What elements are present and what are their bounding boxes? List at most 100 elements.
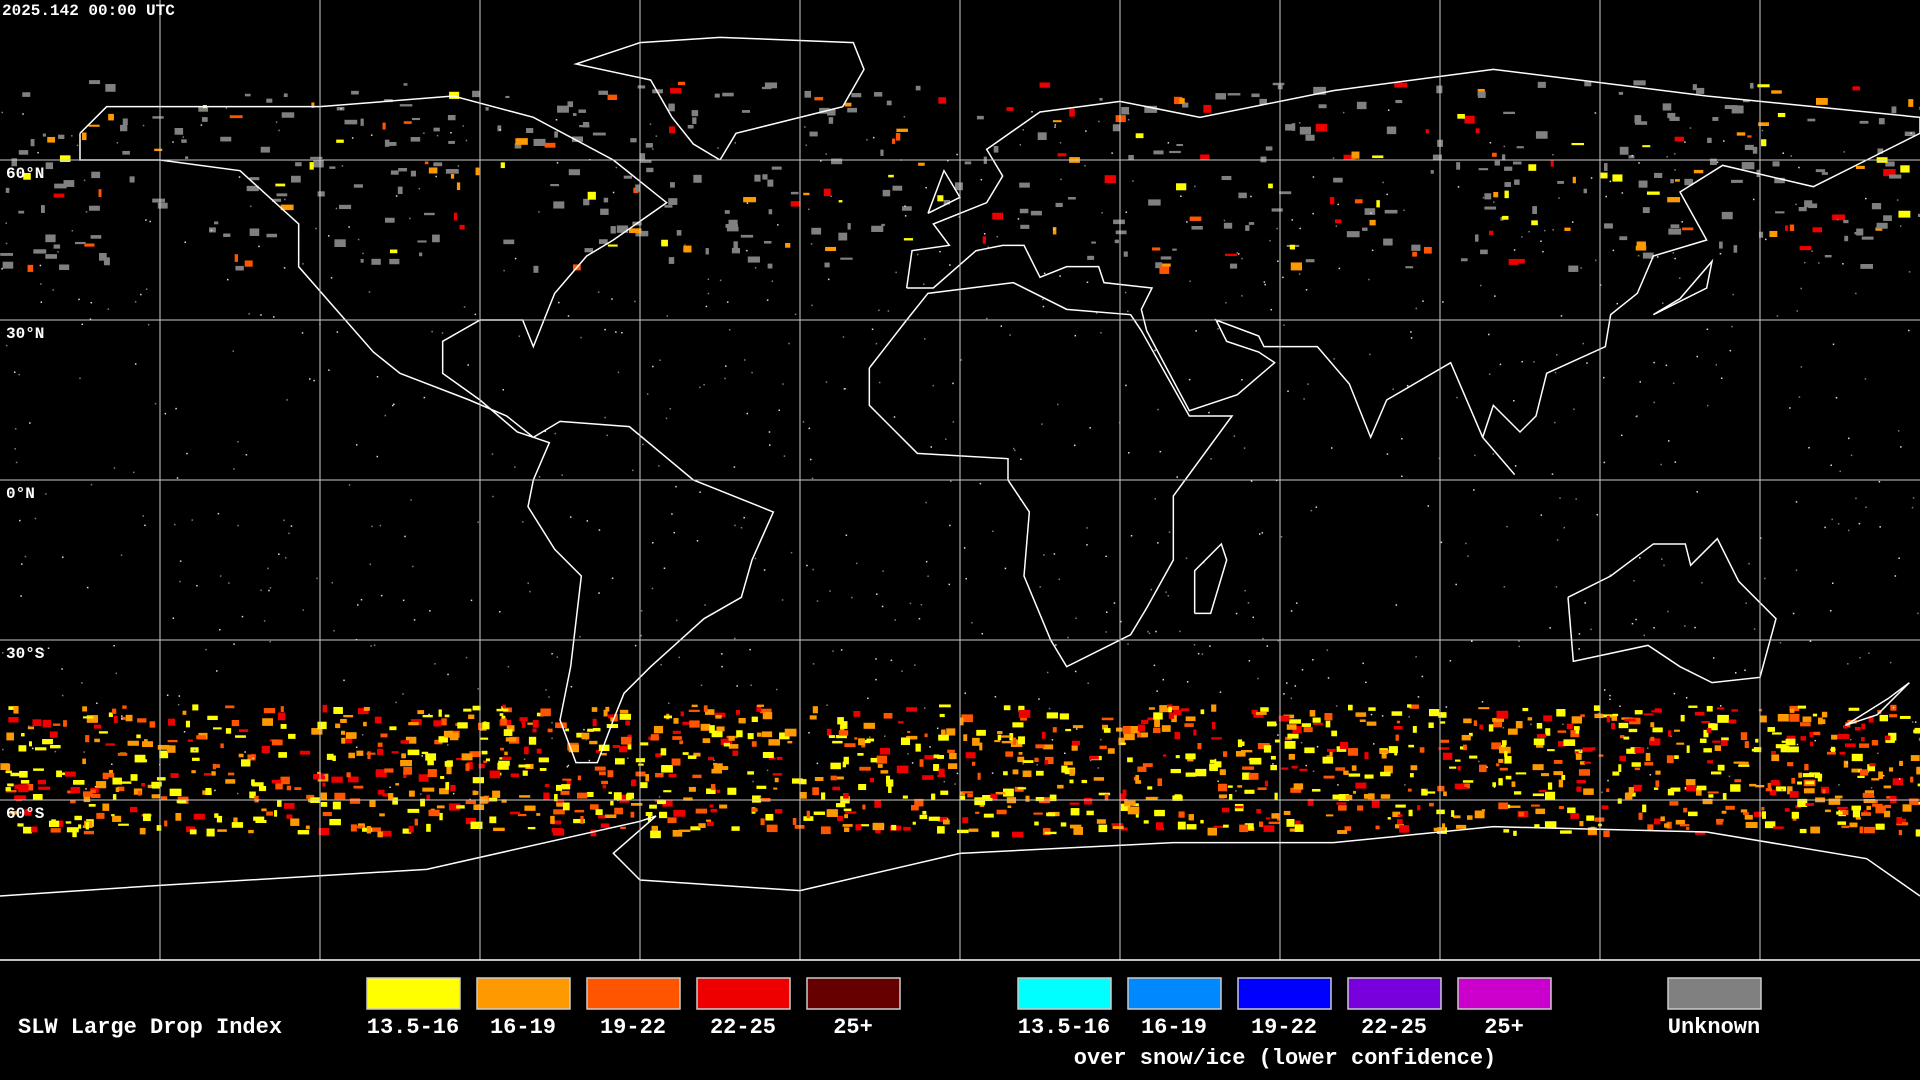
cloud-speck [330, 277, 333, 279]
cloud-patch [1462, 780, 1474, 783]
cloud-patch [880, 149, 884, 156]
cloud-patch [207, 715, 218, 721]
cloud-patch [501, 715, 506, 720]
cloud-patch [620, 736, 632, 745]
coastline [868, 281, 1234, 668]
cloud-patch [1376, 200, 1380, 208]
cloud-patch [722, 92, 734, 97]
cloud-patch [844, 827, 850, 832]
cloud-patch [1843, 219, 1849, 224]
cloud-patch [943, 199, 951, 205]
cloud-patch [1583, 761, 1591, 764]
cloud-patch [1460, 783, 1470, 789]
cloud-speck [144, 524, 146, 527]
cloud-patch [646, 167, 654, 173]
cloud-patch [275, 183, 286, 187]
cloud-patch [947, 763, 958, 770]
cloud-patch [1159, 266, 1170, 274]
cloud-patch [709, 804, 714, 808]
cloud-patch [1325, 814, 1334, 817]
cloud-patch [649, 804, 657, 809]
cloud-patch [562, 778, 572, 781]
cloud-patch [886, 100, 892, 106]
cloud-patch [736, 730, 743, 738]
cloud-patch [266, 811, 273, 816]
cloud-patch [384, 139, 390, 147]
cloud-speck [1208, 411, 1210, 414]
cloud-speck [1298, 122, 1301, 124]
cloud-speck [1127, 310, 1129, 313]
cloud-patch [1884, 735, 1891, 743]
cloud-speck [917, 253, 919, 256]
cloud-patch [446, 766, 452, 775]
cloud-speck [930, 446, 933, 448]
legend-label: 22-25 [1361, 1015, 1427, 1040]
cloud-patch [276, 193, 288, 197]
cloud-patch [826, 809, 838, 817]
cloud-patch [1504, 190, 1509, 199]
cloud-speck [1646, 747, 1649, 749]
cloud-patch [990, 793, 998, 801]
cloud-patch [1856, 228, 1864, 236]
cloud-patch [1619, 735, 1625, 739]
cloud-patch [608, 791, 612, 795]
cloud-speck [313, 379, 315, 382]
cloud-patch [313, 773, 325, 780]
cloud-patch [1635, 245, 1647, 251]
cloud-patch [933, 764, 940, 772]
cloud-patch [1797, 781, 1802, 785]
cloud-patch [1557, 741, 1566, 747]
cloud-patch [1087, 255, 1095, 260]
cloud-patch [286, 814, 293, 819]
cloud-speck [503, 269, 505, 272]
cloud-patch [842, 824, 853, 827]
cloud-speck [1153, 664, 1156, 667]
cloud-patch [1854, 726, 1861, 731]
cloud-patch [1687, 811, 1698, 817]
cloud-patch [1619, 755, 1627, 761]
cloud-patch [1875, 823, 1885, 830]
cloud-speck [597, 291, 600, 293]
cloud-patch [1124, 800, 1136, 806]
legend-label: 13.5-16 [1018, 1015, 1110, 1040]
cloud-patch [1299, 768, 1308, 772]
cloud-patch [1037, 132, 1047, 140]
cloud-patch [843, 793, 849, 799]
cloud-patch [1491, 742, 1501, 750]
cloud-patch [50, 828, 61, 833]
cloud-speck [904, 215, 907, 217]
cloud-speck [1287, 390, 1289, 393]
cloud-patch [870, 757, 878, 763]
cloud-patch [1408, 809, 1413, 817]
cloud-speck [1127, 112, 1130, 115]
cloud-patch [1634, 747, 1645, 753]
cloud-patch [832, 786, 841, 791]
cloud-patch [244, 93, 251, 97]
cloud-speck [749, 648, 751, 651]
cloud-patch [500, 162, 505, 169]
cloud-patch [1143, 820, 1149, 824]
cloud-patch [73, 780, 85, 785]
cloud-patch [1733, 245, 1738, 253]
cloud-patch [616, 225, 629, 233]
cloud-patch [339, 204, 352, 210]
cloud-patch [5, 770, 12, 774]
cloud-patch [650, 734, 659, 741]
cloud-patch [400, 759, 413, 767]
cloud-patch [1127, 726, 1140, 734]
cloud-patch [65, 821, 72, 824]
cloud-patch [751, 741, 757, 747]
cloud-patch [938, 734, 949, 741]
cloud-speck [1185, 557, 1188, 559]
cloud-speck [1247, 602, 1250, 604]
cloud-patch [710, 808, 718, 813]
cloud-patch [1285, 124, 1295, 131]
cloud-speck [1575, 498, 1577, 500]
cloud-speck [1176, 476, 1178, 478]
cloud-speck [233, 643, 235, 645]
cloud-patch [220, 136, 232, 142]
cloud-patch [129, 176, 135, 183]
cloud-patch [1844, 235, 1849, 242]
cloud-patch [1758, 122, 1770, 127]
